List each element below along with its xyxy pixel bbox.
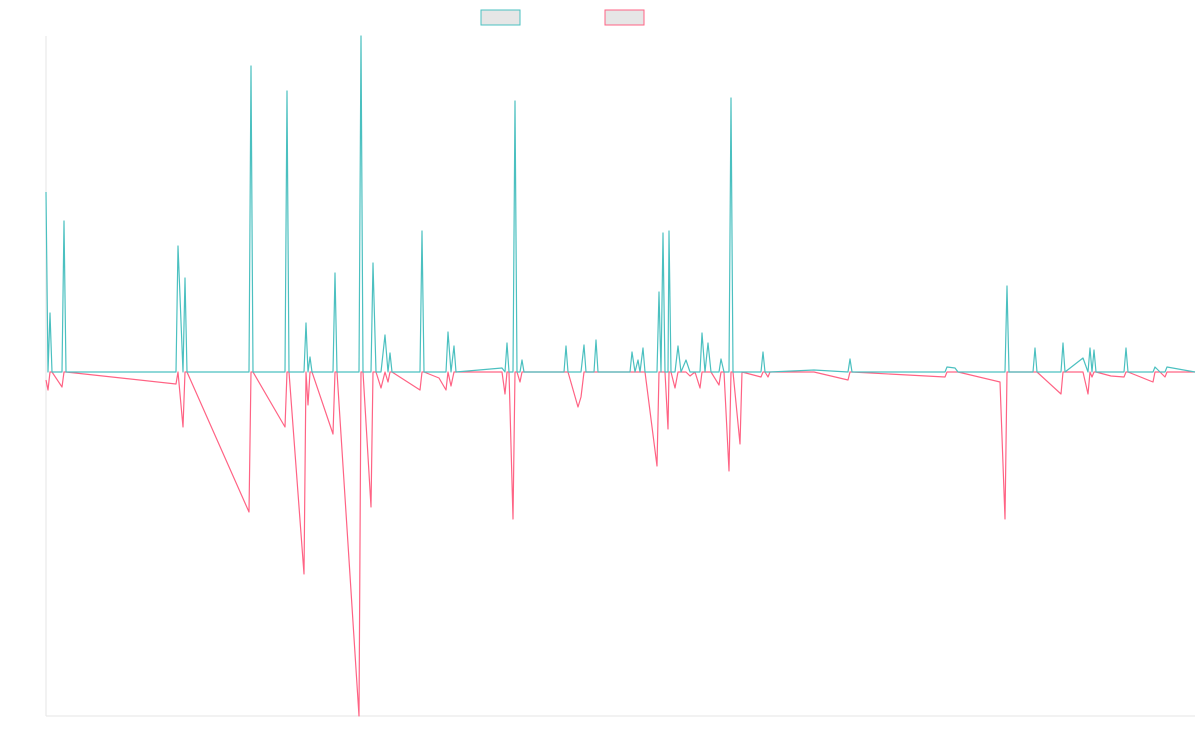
legend-swatch[interactable] [604, 9, 645, 26]
series-line [45, 35, 1196, 373]
series-line [45, 371, 1195, 717]
legend-swatch[interactable] [480, 9, 521, 26]
